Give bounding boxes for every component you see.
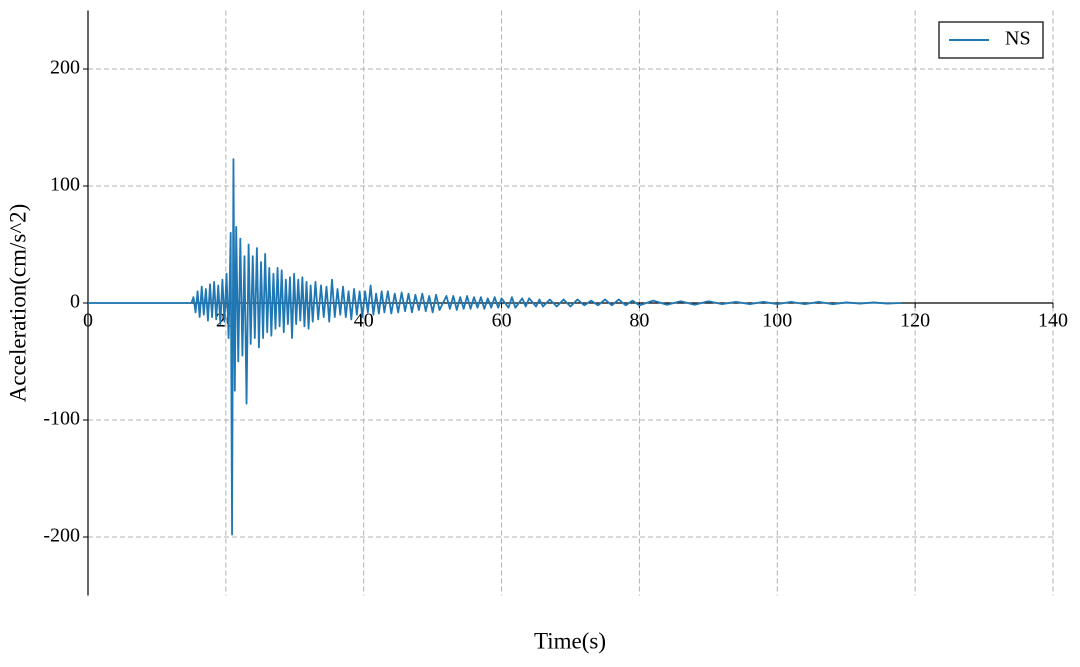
- data-line: [88, 158, 902, 536]
- x-tick-label: 120: [900, 310, 930, 332]
- x-tick-label: 100: [762, 310, 792, 332]
- y-axis-label: Acceleration(cm/s^2): [5, 204, 30, 403]
- y-tick-label: 100: [50, 174, 80, 196]
- x-tick-label: 140: [1038, 310, 1068, 332]
- legend-label: NS: [1005, 28, 1031, 50]
- x-tick-label: 60: [492, 310, 512, 332]
- y-tick-label: -200: [43, 525, 80, 547]
- x-tick-label: 40: [354, 310, 374, 332]
- y-tick-label: 200: [50, 57, 80, 79]
- legend: NS: [938, 21, 1044, 59]
- x-tick-label: 80: [629, 310, 649, 332]
- y-tick-label: -100: [43, 408, 80, 430]
- y-tick-label: 0: [70, 291, 80, 313]
- x-axis-label: Time(s): [534, 628, 606, 653]
